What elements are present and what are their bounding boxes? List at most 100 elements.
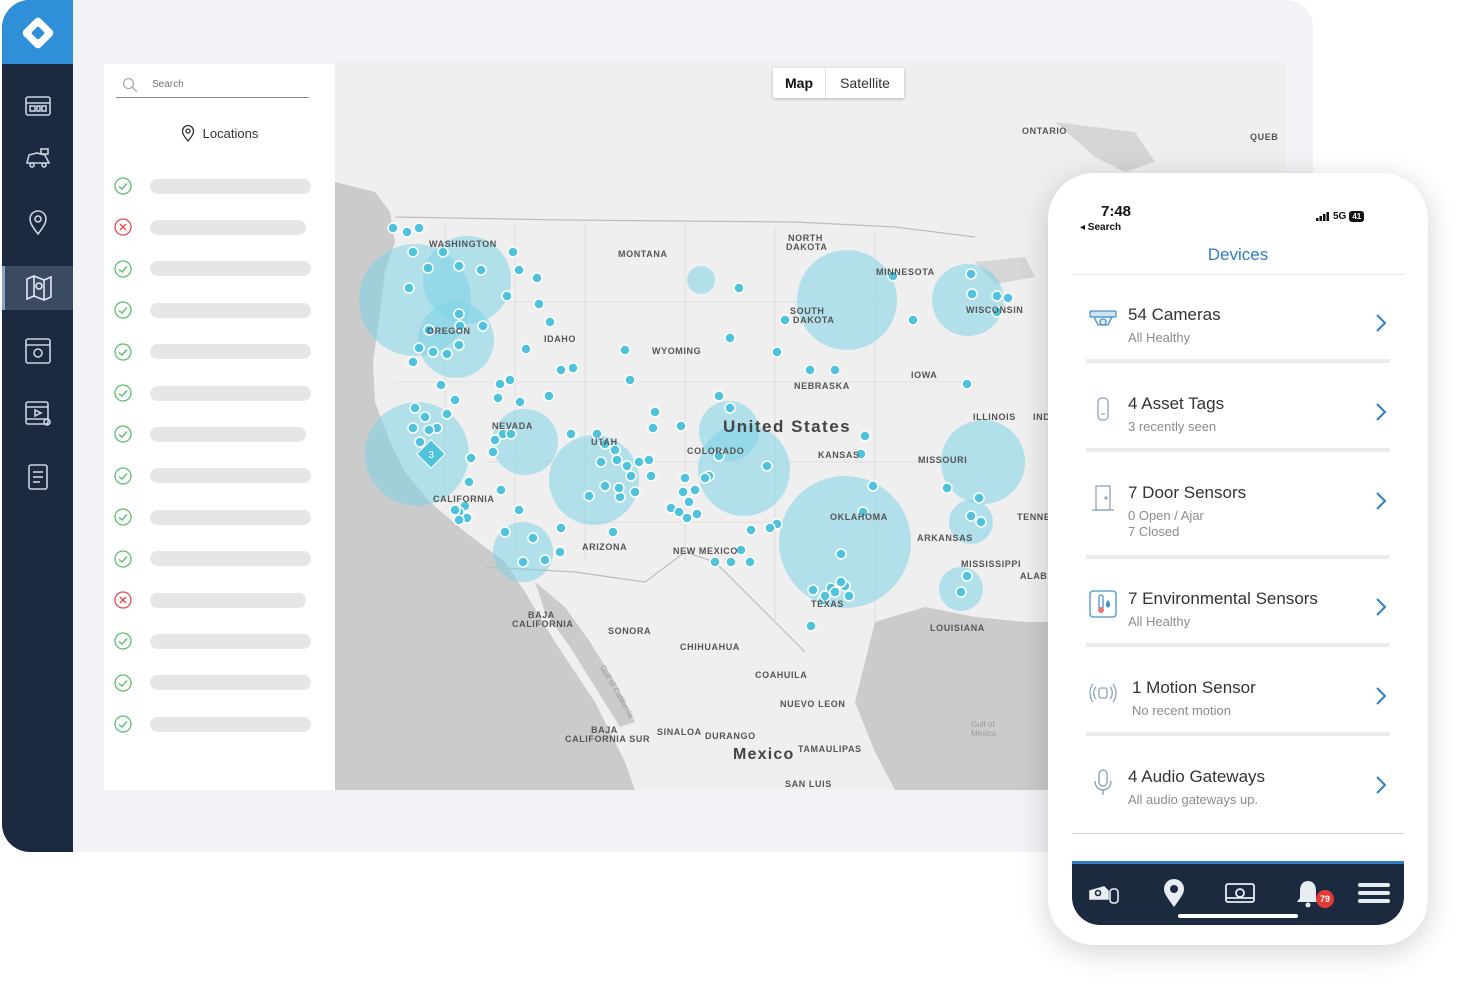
location-marker[interactable] [555,522,567,534]
devices-tab[interactable] [1086,876,1122,910]
location-marker[interactable] [961,570,973,582]
location-marker[interactable] [449,504,461,516]
location-row[interactable] [114,425,314,444]
nav-video-archive[interactable] [2,391,73,435]
location-marker[interactable] [961,378,973,390]
app-logo[interactable] [2,0,73,64]
location-marker[interactable] [407,246,419,258]
location-marker[interactable] [499,526,511,538]
location-marker[interactable] [1002,292,1014,304]
location-marker[interactable] [829,586,841,598]
location-marker[interactable] [607,526,619,538]
location-marker[interactable] [520,343,532,355]
location-marker[interactable] [567,362,579,374]
location-marker[interactable] [591,428,603,440]
location-marker[interactable] [599,438,611,450]
location-marker[interactable] [633,456,645,468]
satellite-button[interactable]: Satellite [825,68,904,98]
location-marker[interactable] [427,346,439,358]
location-marker[interactable] [683,496,695,508]
location-marker[interactable] [991,290,1003,302]
location-marker[interactable] [441,408,453,420]
location-marker[interactable] [543,390,555,402]
location-marker[interactable] [492,392,504,404]
location-marker[interactable] [941,482,953,494]
cluster-marker[interactable]: 3 [416,439,446,469]
location-row[interactable] [114,549,314,568]
location-marker[interactable] [724,402,736,414]
location-marker[interactable] [761,460,773,472]
location-marker[interactable] [771,346,783,358]
location-marker[interactable] [709,556,721,568]
location-marker[interactable] [867,480,879,492]
location-marker[interactable] [829,364,841,376]
map-button[interactable]: Map [773,68,825,98]
device-row[interactable]: 4 Asset Tags 3 recently seen [1072,372,1404,460]
location-marker[interactable] [454,320,466,332]
location-row[interactable] [114,591,314,609]
nav-reports[interactable] [2,455,73,499]
location-marker[interactable] [779,314,791,326]
location-marker[interactable] [489,434,501,446]
location-marker[interactable] [435,379,447,391]
location-marker[interactable] [621,460,633,472]
location-marker[interactable] [501,290,513,302]
location-marker[interactable] [407,422,419,434]
location-marker[interactable] [422,262,434,274]
location-marker[interactable] [744,556,756,568]
location-marker[interactable] [649,406,661,418]
location-marker[interactable] [907,314,919,326]
location-marker[interactable] [513,264,525,276]
location-marker[interactable] [733,282,745,294]
location-marker[interactable] [835,576,847,588]
location-marker[interactable] [624,374,636,386]
location-marker[interactable] [647,422,659,434]
location-marker[interactable] [409,402,421,414]
location-marker[interactable] [805,620,817,632]
location-row[interactable] [114,177,314,195]
map-type-toggle[interactable]: Map Satellite [773,68,904,98]
location-marker[interactable] [401,226,413,238]
location-marker[interactable] [554,546,566,558]
location-marker[interactable] [735,544,747,556]
location-marker[interactable] [745,524,757,536]
location-marker[interactable] [843,590,855,602]
location-marker[interactable] [675,420,687,432]
location-marker[interactable] [437,246,449,258]
location-marker[interactable] [965,510,977,522]
location-marker[interactable] [531,272,543,284]
location-marker[interactable] [423,424,435,436]
locations-tab[interactable] [1156,876,1192,910]
location-marker[interactable] [413,222,425,234]
location-marker[interactable] [713,450,725,462]
location-row[interactable] [114,467,314,485]
location-marker[interactable] [494,378,506,390]
location-marker[interactable] [855,448,867,460]
location-marker[interactable] [583,490,595,502]
location-marker[interactable] [681,512,693,524]
location-marker[interactable] [611,454,623,466]
location-row[interactable] [114,342,314,361]
location-marker[interactable] [487,446,499,458]
location-marker[interactable] [599,480,611,492]
location-marker[interactable] [555,364,567,376]
device-row[interactable]: 7 Environmental Sensors All Healthy [1072,567,1404,655]
location-marker[interactable] [713,390,725,402]
location-marker[interactable] [857,506,869,518]
device-row[interactable]: 1 Motion Sensor No recent motion [1072,656,1404,744]
location-marker[interactable] [679,472,691,484]
nav-camera-view[interactable] [2,329,73,373]
location-marker[interactable] [463,476,475,488]
location-row[interactable] [114,384,314,402]
location-marker[interactable] [507,246,519,258]
location-marker[interactable] [764,522,776,534]
location-marker[interactable] [513,504,525,516]
location-marker[interactable] [619,344,631,356]
location-marker[interactable] [807,584,819,596]
cameras-tab[interactable] [1222,876,1258,910]
location-marker[interactable] [819,590,831,602]
location-marker[interactable] [955,586,967,598]
menu-tab[interactable] [1356,876,1392,910]
device-row[interactable]: 54 Cameras All Healthy [1072,283,1404,371]
location-row[interactable] [114,715,314,733]
